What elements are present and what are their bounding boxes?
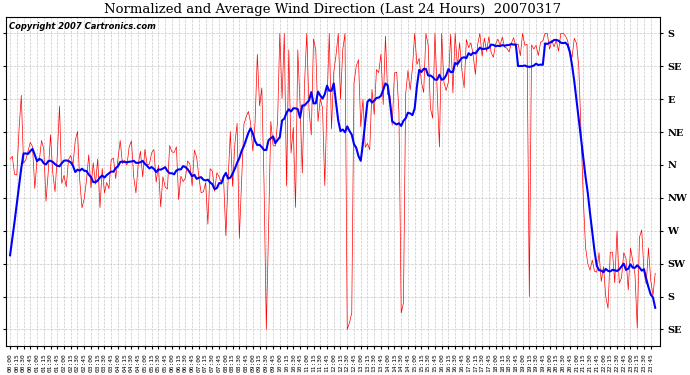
Title: Normalized and Average Wind Direction (Last 24 Hours)  20070317: Normalized and Average Wind Direction (L… bbox=[104, 3, 561, 16]
Text: Copyright 2007 Cartronics.com: Copyright 2007 Cartronics.com bbox=[9, 22, 156, 31]
